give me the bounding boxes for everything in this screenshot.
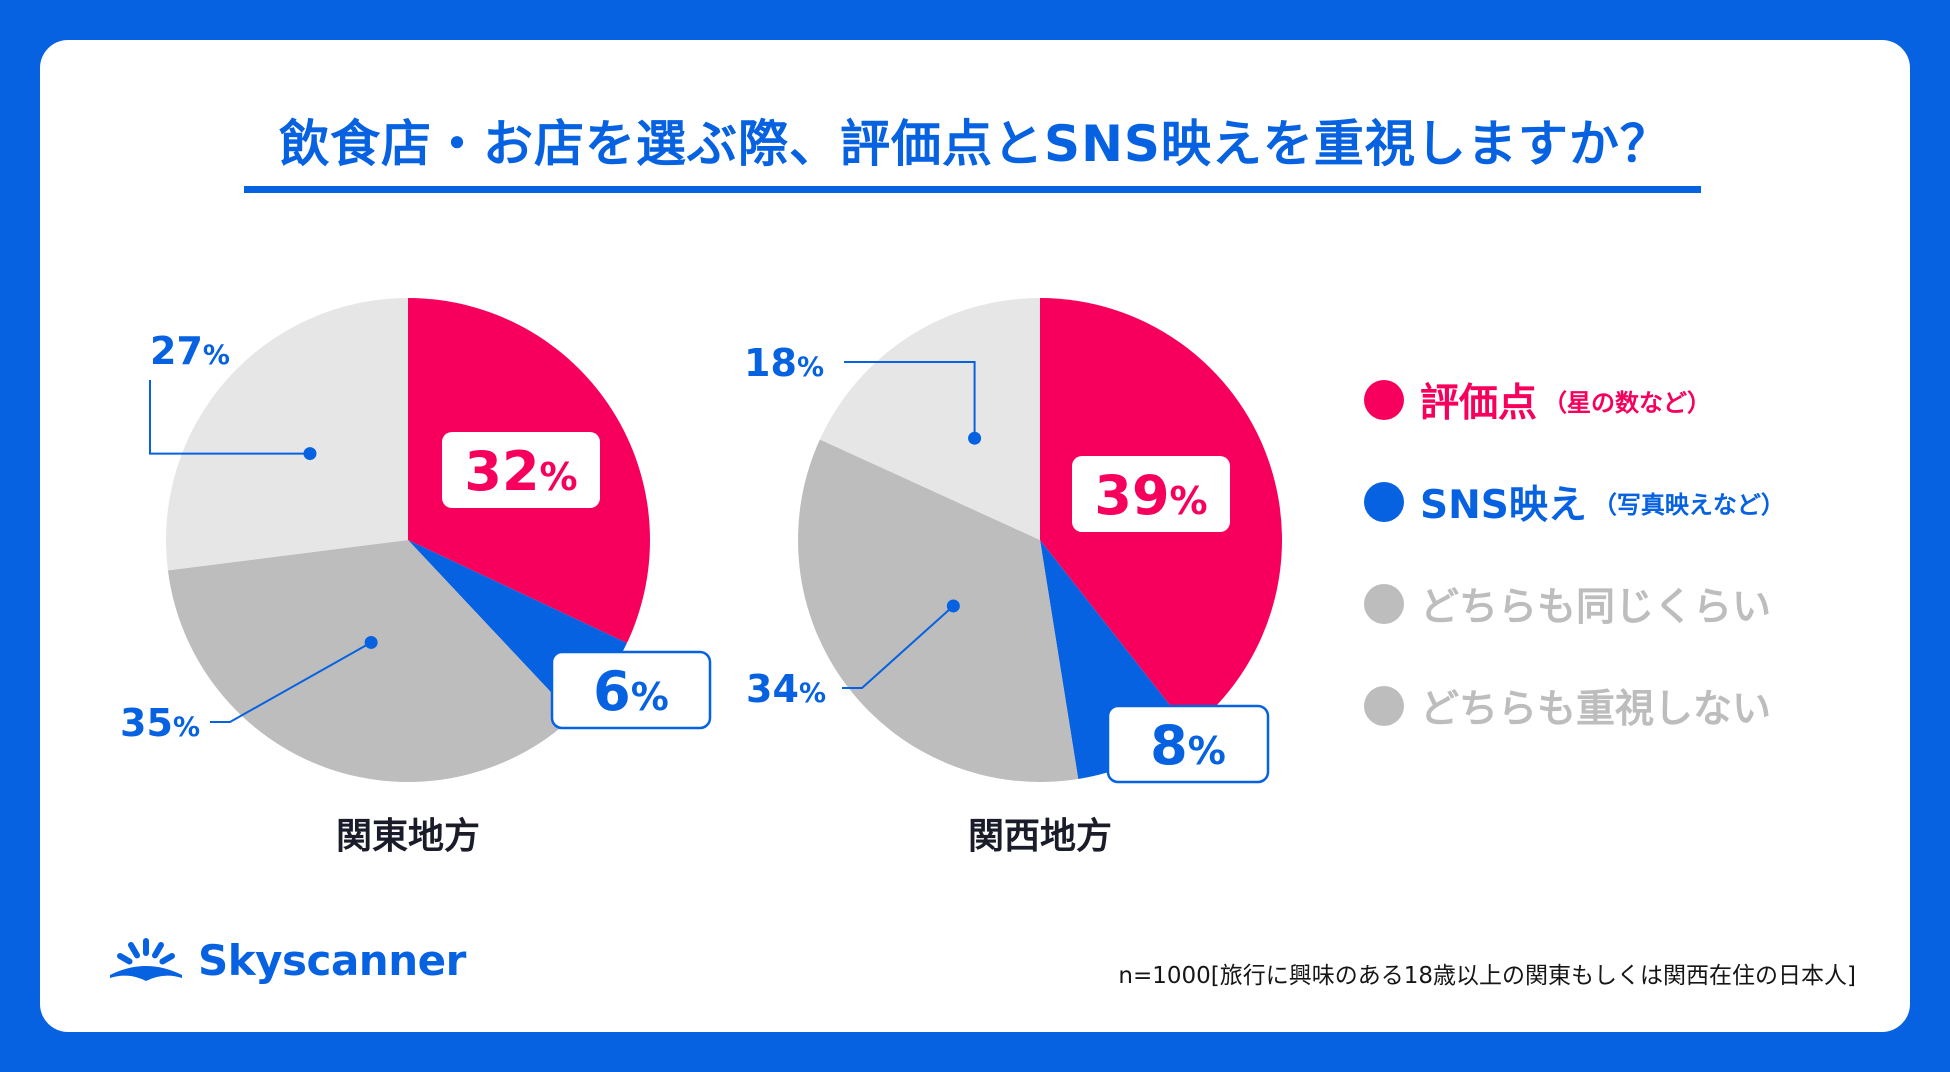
legend-item-same: どちらも同じくらい [1364, 574, 1771, 634]
data-label-sns-unit: % [1188, 729, 1226, 773]
leader-line [149, 380, 310, 455]
data-label-sns-value: 8 [1150, 714, 1188, 777]
legend-label: どちらも同じくらい [1420, 585, 1772, 630]
data-label-same-unit: % [799, 678, 826, 709]
data-label-box [1072, 456, 1230, 532]
data-label-neither-unit: % [797, 352, 824, 383]
data-label-rating-value: 32 [464, 440, 539, 503]
data-label-sns-unit: % [631, 675, 669, 719]
data-label-same-value: 35 [120, 701, 173, 745]
brand: Skyscanner [108, 936, 466, 985]
data-label-rating: 32% [464, 440, 577, 503]
data-label-same-value: 34 [746, 667, 799, 711]
data-label-box [1106, 704, 1270, 784]
data-label-same: 34% [746, 667, 826, 711]
leader-line [842, 605, 955, 689]
pie-slice-same [167, 540, 574, 782]
legend-sublabel: （星の数など） [1543, 388, 1712, 417]
footnote: n=1000[旅行に興味のある18歳以上の関東もしくは関西在住の日本人] [1118, 963, 1856, 989]
data-label-neither-value: 18 [744, 341, 797, 385]
data-label-sns: 8% [1150, 714, 1226, 777]
pie-slice-neither [819, 298, 1040, 540]
data-label-neither: 27% [150, 329, 230, 373]
data-label-box [442, 432, 600, 508]
data-label-rating-unit: % [540, 455, 578, 499]
chart-title: 関東地方 [336, 816, 480, 857]
legend-item-neither: どちらも重視しない [1364, 676, 1771, 736]
data-label-neither-unit: % [203, 340, 230, 371]
pie-slice-neither [165, 298, 408, 571]
data-label-sns-value: 6 [593, 660, 631, 723]
legend-dot-rating [1364, 380, 1404, 420]
sunrise-logo-icon [110, 937, 182, 981]
legend-dot-neither [1364, 686, 1404, 726]
data-label-sns: 6% [593, 660, 669, 723]
pie-slice-same [798, 439, 1079, 782]
legend-label: 評価点 [1420, 381, 1538, 426]
data-label-neither-value: 27 [150, 329, 203, 373]
data-label-same: 35% [120, 701, 200, 745]
legend-dot-same [1364, 584, 1404, 624]
leader-line [210, 641, 372, 723]
data-label-rating: 39% [1094, 464, 1207, 527]
brand-name: Skyscanner [198, 936, 466, 985]
legend-dot-sns [1364, 482, 1404, 522]
legend-label: SNS映え [1420, 483, 1587, 528]
data-label-box [550, 650, 712, 730]
data-label-neither: 18% [744, 341, 824, 385]
legend-item-sns: SNS映え （写真映えなど） [1364, 472, 1785, 532]
legend-item-rating: 評価点 （星の数など） [1364, 370, 1711, 430]
legend-sublabel: （写真映えなど） [1592, 490, 1785, 519]
legend-label: どちらも重視しない [1420, 687, 1772, 732]
title-underline [244, 186, 1701, 193]
data-label-same-unit: % [173, 712, 200, 743]
data-label-rating-value: 39 [1094, 464, 1169, 527]
chart-title: 関西地方 [968, 816, 1112, 857]
leader-line [844, 361, 976, 439]
page-title: 飲食店・お店を選ぶ際、評価点とSNS映えを重視しますか？ [279, 115, 1671, 173]
data-label-rating-unit: % [1170, 479, 1208, 523]
